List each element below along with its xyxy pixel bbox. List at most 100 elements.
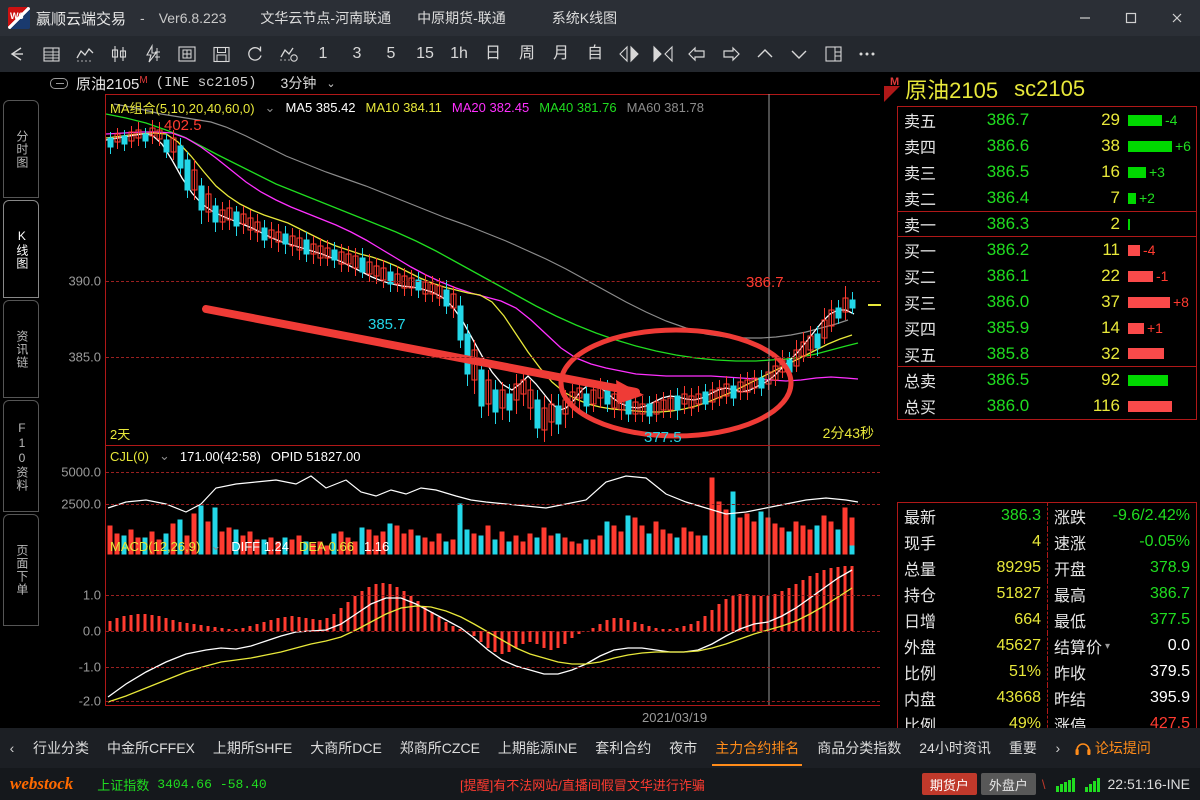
nav-item-yeshi[interactable]: 夜市 <box>660 728 706 768</box>
link-icon[interactable] <box>50 77 68 89</box>
sidebar-item-fenshitu[interactable]: 分时图 <box>3 100 39 198</box>
period-1-button[interactable]: 1 <box>306 36 340 72</box>
order-book-row-ask4[interactable]: 卖四 386.6 38 +6 <box>898 133 1196 159</box>
order-book-row-ask1[interactable]: 卖一 386.3 2 <box>898 211 1196 237</box>
list-view-icon[interactable] <box>34 36 68 72</box>
sidebar-item-yemianxiadan[interactable]: 页面下单 <box>3 514 39 626</box>
volume-indicator-name[interactable]: CJL(0) <box>110 448 150 464</box>
maximize-button[interactable] <box>1108 0 1154 36</box>
period-5-button[interactable]: 5 <box>374 36 408 72</box>
volume-indicator-legend[interactable]: CJL(0) ⌄ 171.00(42:58) OPID 51827.00 <box>110 448 361 464</box>
save-icon[interactable] <box>204 36 238 72</box>
page-up-icon[interactable] <box>748 36 782 72</box>
lightning-icon[interactable] <box>136 36 170 72</box>
macd-gridline-neg2 <box>106 701 880 702</box>
order-book-row-total-bid[interactable]: 总买 386.0 116 <box>898 393 1196 419</box>
nav-item-hangyefenlei[interactable]: 行业分类 <box>24 728 98 768</box>
more-options-icon[interactable] <box>850 36 884 72</box>
period-3-button[interactable]: 3 <box>340 36 374 72</box>
nav-item-24hzixun[interactable]: 24小时资讯 <box>910 728 1000 768</box>
order-book-row-bid2[interactable]: 买二 386.1 22 -1 <box>898 263 1196 289</box>
stat-prev-settlement: 昨结 395.9 <box>1047 685 1196 711</box>
nav-item-dce[interactable]: 大商所DCE <box>301 728 391 768</box>
period-15-button[interactable]: 15 <box>408 36 442 72</box>
price-plot[interactable]: 402.5 385.7 386.7 <box>105 94 881 446</box>
period-week-label: 周 <box>518 45 535 62</box>
chevron-down-icon[interactable]: ⌄ <box>326 77 336 90</box>
stat-prev-settlement-value: 395.9 <box>1149 689 1190 706</box>
layout-split-icon[interactable] <box>816 36 850 72</box>
account-futures-button[interactable]: 期货户 <box>921 773 977 795</box>
order-book-row-bid3[interactable]: 买三 386.0 37 +8 <box>898 289 1196 315</box>
line-chart-icon[interactable] <box>68 36 102 72</box>
price-pane[interactable]: 402.5 385.7 386.7 390.0 385.0 MA组合(5,10,… <box>44 94 881 446</box>
order-book-row-ask2[interactable]: 卖二 386.4 7 +2 <box>898 185 1196 211</box>
nav-next-icon[interactable]: › <box>1055 740 1061 756</box>
stat-high: 最高 386.7 <box>1047 581 1196 607</box>
stat-open-interest-value: 51827 <box>996 585 1042 602</box>
candlestick-icon[interactable] <box>102 36 136 72</box>
macd-plot[interactable] <box>105 556 880 706</box>
nav-item-zhongyao[interactable]: 重要 <box>1000 728 1046 768</box>
nav-item-taoli[interactable]: 套利合约 <box>586 728 660 768</box>
chevron-down-icon-settlement[interactable]: ▾ <box>1105 640 1111 652</box>
order-book-row-bid5[interactable]: 买五 385.8 32 <box>898 341 1196 367</box>
nav-item-cffex[interactable]: 中金所CFFEX <box>98 728 204 768</box>
bid3-label: 买三 <box>904 296 937 313</box>
macd-indicator-caret[interactable]: ⌄ <box>210 538 222 553</box>
macd-pane[interactable]: 1.0 0.0 -1.0 -2.0 MACD(12,26,9) ⌄ DIFF 1… <box>44 538 880 709</box>
period-day-button[interactable]: 日 <box>476 36 510 72</box>
chart-period-selector[interactable]: 3分钟 <box>280 75 317 91</box>
account-foreign-button[interactable]: 外盘户 <box>980 773 1036 795</box>
ma-legend[interactable]: MA组合(5,10,20,40,60,0) ⌄ MA5 385.42 MA10 … <box>110 98 704 117</box>
back-arrow-icon[interactable] <box>0 36 34 72</box>
page-down-icon[interactable] <box>782 36 816 72</box>
order-book-row-ask3[interactable]: 卖三 386.5 16 +3 <box>898 159 1196 185</box>
close-button[interactable] <box>1154 0 1200 36</box>
minimize-button[interactable] <box>1062 0 1108 36</box>
nav-item-zhuliheyuepaiming[interactable]: 主力合约排名 <box>706 728 808 768</box>
refresh-icon[interactable] <box>238 36 272 72</box>
bid5-price: 385.8 <box>986 343 1030 363</box>
period-month-button[interactable]: 月 <box>544 36 578 72</box>
single-order-icon[interactable] <box>170 36 204 72</box>
ma20-value: MA20 382.45 <box>451 100 530 115</box>
order-book-row-ask5[interactable]: 卖五 386.7 29 -4 <box>898 107 1196 133</box>
nav-item-czce[interactable]: 郑商所CZCE <box>391 728 489 768</box>
order-book-row-bid1[interactable]: 买一 386.2 11 -4 <box>898 237 1196 263</box>
order-book-row-bid4[interactable]: 买四 385.9 14 +1 <box>898 315 1196 341</box>
expand-horizontal-icon[interactable] <box>612 36 646 72</box>
sidebar-item-f10ziliao[interactable]: F10资料 <box>3 400 39 512</box>
period-1h-button[interactable]: 1h <box>442 36 476 72</box>
order-book: 卖五 386.7 29 -4 卖四 386.6 38 +6 卖三 386.5 1… <box>897 106 1197 420</box>
nav-item-ine[interactable]: 上期能源INE <box>489 728 586 768</box>
prev-arrow-icon[interactable] <box>680 36 714 72</box>
corner-flag-icon <box>884 86 900 102</box>
nav-item-shfe[interactable]: 上期所SHFE <box>204 728 301 768</box>
ask4-delta: +6 <box>1175 138 1191 154</box>
toolbar: 1 3 5 15 1h 日 周 月 自 <box>0 36 1200 72</box>
compress-horizontal-icon[interactable] <box>646 36 680 72</box>
annotation-high-marker: 402.5 <box>164 117 202 134</box>
next-arrow-icon[interactable] <box>714 36 748 72</box>
sidebar-item-kxiantu[interactable]: K线图 <box>3 200 39 298</box>
volume-pane[interactable]: 5000.0 2500.0 CJL(0) ⌄ 171.00(42:58) OPI… <box>44 446 880 556</box>
draw-tool-icon[interactable] <box>272 36 306 72</box>
macd-indicator-name[interactable]: MACD(12,26,9) <box>110 538 201 554</box>
nav-item-shangpinzhishu[interactable]: 商品分类指数 <box>808 728 910 768</box>
sidebar-item-zixunlian[interactable]: 资讯链 <box>3 300 39 398</box>
stat-outer-volume: 外盘 45627 <box>898 633 1047 659</box>
ma-legend-name[interactable]: MA组合(5,10,20,40,60,0) <box>110 101 255 116</box>
ma-legend-caret[interactable]: ⌄ <box>264 99 276 115</box>
period-custom-button[interactable]: 自 <box>578 36 612 72</box>
order-book-row-total-ask[interactable]: 总卖 386.5 92 <box>898 367 1196 393</box>
period-week-button[interactable]: 周 <box>510 36 544 72</box>
stat-settlement[interactable]: 结算价 ▾ 0.0 <box>1047 633 1196 659</box>
volume-plot[interactable] <box>105 446 880 556</box>
forum-link[interactable]: 论坛提问 <box>1074 738 1151 758</box>
volume-indicator-caret[interactable]: ⌄ <box>159 448 170 463</box>
nav-prev-icon[interactable]: ‹ <box>9 740 15 756</box>
macd-indicator-legend[interactable]: MACD(12,26,9) ⌄ DIFF 1.24 DEA 0.66 1.16 <box>110 538 389 554</box>
bid1-bar: -4 <box>1120 242 1196 258</box>
stat-inner-volume: 内盘 43668 <box>898 685 1047 711</box>
